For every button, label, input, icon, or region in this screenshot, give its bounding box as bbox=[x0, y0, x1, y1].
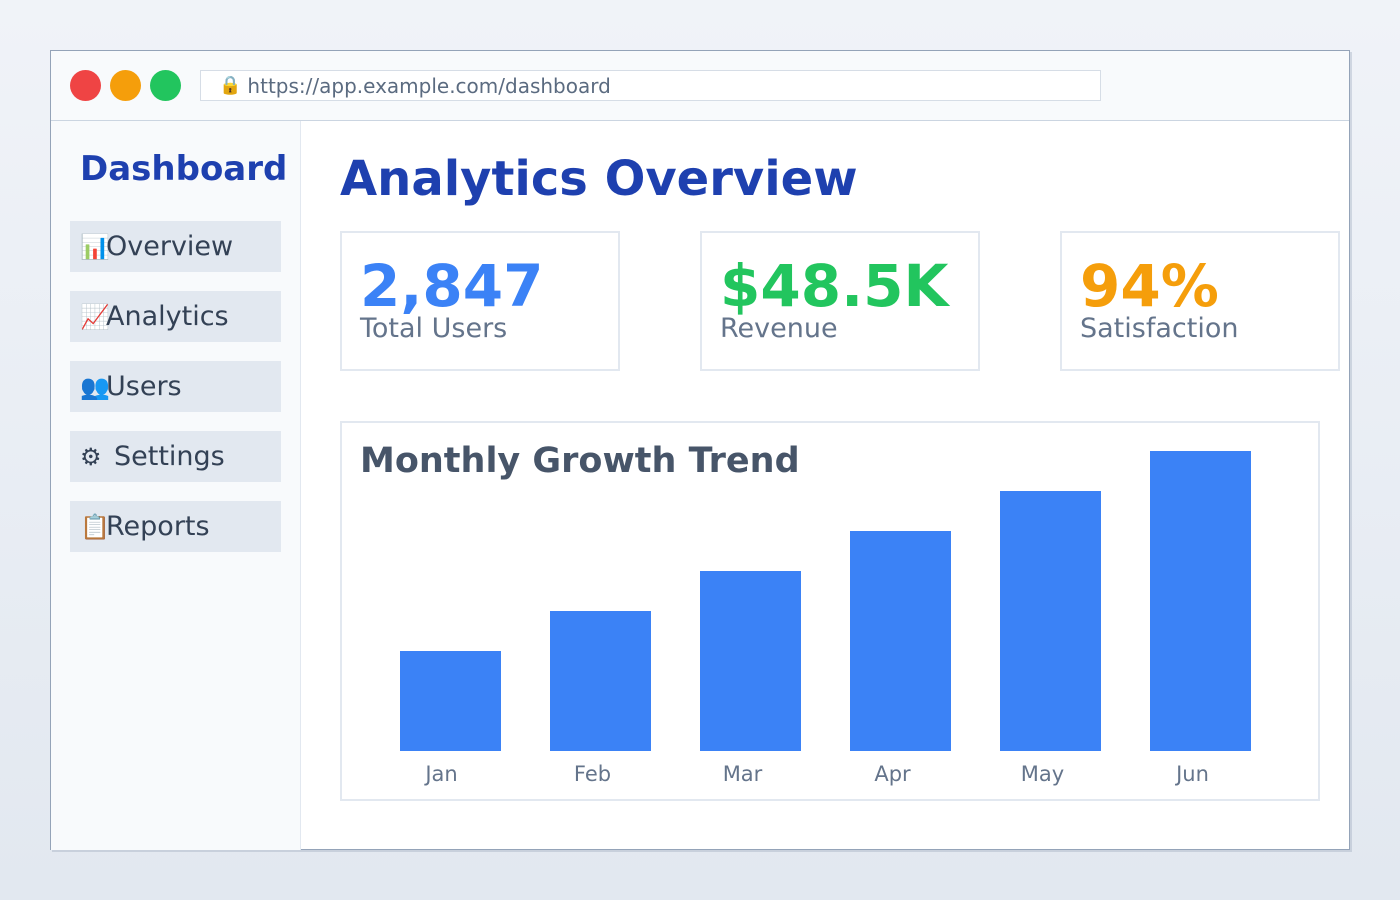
sidebar-item-overview[interactable]: 📊 Overview bbox=[70, 221, 281, 272]
bar-chart: Jan Feb Mar Apr May Jun bbox=[400, 451, 1251, 786]
x-tick-label: Feb bbox=[574, 762, 611, 786]
sidebar-item-reports[interactable]: 📋 Reports bbox=[70, 501, 281, 552]
x-tick-label: Apr bbox=[874, 762, 911, 786]
lock-icon: 🔒 bbox=[219, 75, 242, 96]
x-tick-label: Jun bbox=[1174, 762, 1209, 786]
x-tick-label: Jan bbox=[423, 762, 457, 786]
stat-card-satisfaction: 94% Satisfaction bbox=[1060, 231, 1340, 371]
monthly-growth-chart: Monthly Growth Trend Jan Feb Mar Apr May Jun bbox=[340, 421, 1320, 801]
page-title: Analytics Overview bbox=[340, 151, 858, 207]
stat-value: 2,847 bbox=[360, 252, 544, 320]
sidebar-item-users[interactable]: 👥 Users bbox=[70, 361, 281, 412]
stat-card-revenue: $48.5K Revenue bbox=[700, 231, 980, 371]
gear-icon: ⚙ bbox=[80, 442, 102, 471]
sidebar-item-analytics[interactable]: 📈 Analytics bbox=[70, 291, 281, 342]
bar-mar bbox=[700, 571, 801, 751]
sidebar: Dashboard 📊 Overview 📈 Analytics 👥 Users… bbox=[51, 121, 301, 850]
maximize-window-button[interactable] bbox=[150, 70, 181, 101]
stat-card-total-users: 2,847 Total Users bbox=[340, 231, 620, 371]
sidebar-item-label: Reports bbox=[106, 511, 210, 542]
sidebar-item-settings[interactable]: ⚙ Settings bbox=[70, 431, 281, 482]
bar-chart-icon: 📊 bbox=[80, 232, 110, 261]
clipboard-icon: 📋 bbox=[80, 512, 110, 541]
sidebar-item-label: Users bbox=[106, 371, 182, 402]
browser-titlebar: 🔒 https://app.example.com/dashboard bbox=[51, 51, 1349, 121]
bar-feb bbox=[550, 611, 651, 751]
bar-jan bbox=[400, 651, 501, 751]
stat-label: Revenue bbox=[720, 313, 838, 344]
x-tick-label: Mar bbox=[723, 762, 763, 786]
address-bar[interactable]: 🔒 https://app.example.com/dashboard bbox=[200, 70, 1101, 101]
bar-apr bbox=[850, 531, 951, 751]
sidebar-item-label: Analytics bbox=[106, 301, 229, 332]
sidebar-item-label: Settings bbox=[114, 441, 225, 472]
bar-jun bbox=[1150, 451, 1251, 751]
stat-label: Satisfaction bbox=[1080, 313, 1239, 344]
bar-may bbox=[1000, 491, 1101, 751]
stat-label: Total Users bbox=[360, 313, 508, 344]
browser-window: 🔒 https://app.example.com/dashboard Dash… bbox=[50, 50, 1350, 850]
stat-value: $48.5K bbox=[720, 252, 949, 320]
trend-chart-icon: 📈 bbox=[80, 302, 110, 331]
url-text: https://app.example.com/dashboard bbox=[247, 73, 611, 98]
x-tick-label: May bbox=[1021, 762, 1064, 786]
stat-value: 94% bbox=[1080, 252, 1219, 320]
sidebar-title: Dashboard bbox=[80, 149, 288, 189]
main-content: Analytics Overview 2,847 Total Users $48… bbox=[301, 121, 1349, 850]
users-icon: 👥 bbox=[80, 372, 110, 401]
chart-title: Monthly Growth Trend bbox=[360, 441, 800, 481]
minimize-window-button[interactable] bbox=[110, 70, 141, 101]
close-window-button[interactable] bbox=[70, 70, 101, 101]
sidebar-item-label: Overview bbox=[106, 231, 234, 262]
